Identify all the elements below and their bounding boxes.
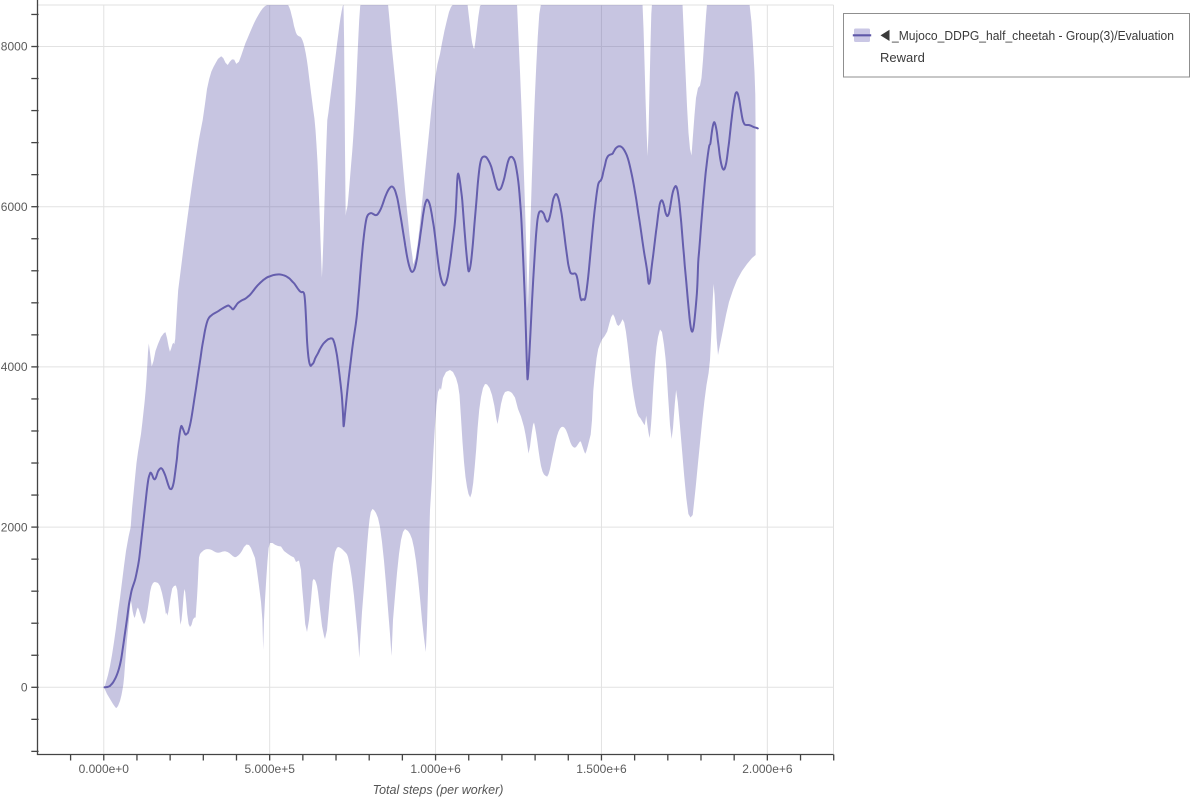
svg-text:2.000e+6: 2.000e+6 bbox=[742, 762, 793, 776]
svg-text:2000: 2000 bbox=[1, 520, 28, 534]
svg-text:1.500e+6: 1.500e+6 bbox=[576, 762, 627, 776]
svg-text:8000: 8000 bbox=[1, 40, 28, 54]
svg-text:Total steps (per worker): Total steps (per worker) bbox=[373, 783, 504, 797]
svg-text:4000: 4000 bbox=[1, 360, 28, 374]
svg-text:_Mujoco_DDPG_half_cheetah - Gr: _Mujoco_DDPG_half_cheetah - Group(3)/Eva… bbox=[891, 28, 1174, 43]
svg-text:6000: 6000 bbox=[1, 200, 28, 214]
svg-text:1.000e+6: 1.000e+6 bbox=[410, 762, 461, 776]
svg-text:0: 0 bbox=[21, 681, 28, 695]
svg-text:Reward: Reward bbox=[880, 50, 925, 65]
svg-text:0.000e+0: 0.000e+0 bbox=[79, 762, 130, 776]
svg-text:5.000e+5: 5.000e+5 bbox=[245, 762, 296, 776]
